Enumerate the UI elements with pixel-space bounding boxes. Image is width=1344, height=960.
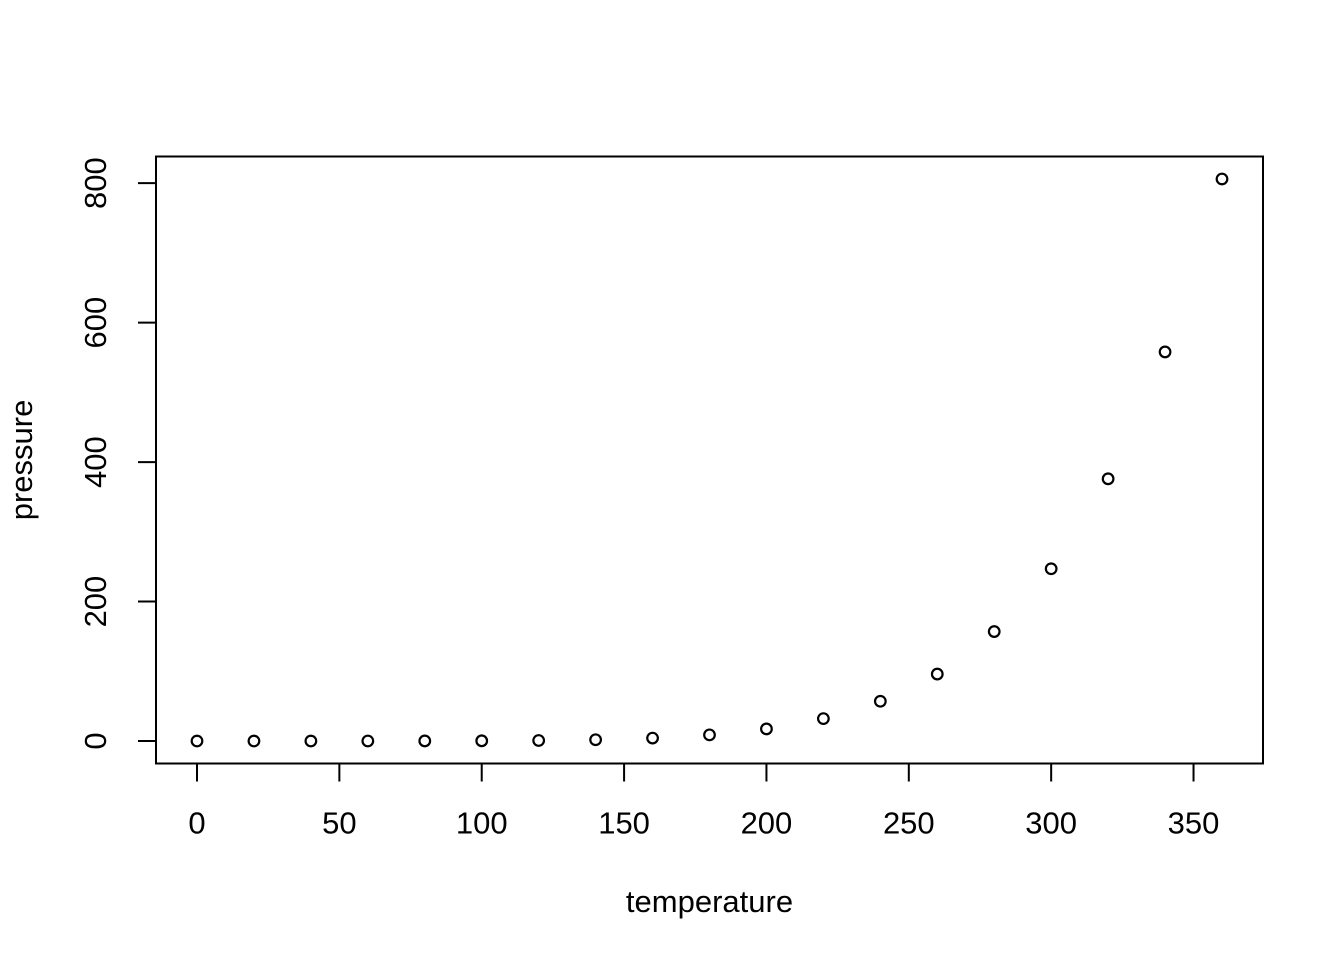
data-point [1044, 562, 1058, 576]
data-point [1158, 345, 1172, 359]
x-tick-label: 100 [456, 806, 508, 841]
y-tick-label: 600 [78, 297, 113, 349]
data-point [1215, 172, 1229, 186]
y-axis-label: pressure [4, 400, 39, 521]
x-tick-label: 150 [598, 806, 650, 841]
y-tick-label: 800 [78, 157, 113, 209]
data-point [873, 694, 887, 708]
x-tick-label: 50 [322, 806, 356, 841]
data-points [190, 172, 1229, 748]
y-axis: 0 200 400 600 800 [78, 157, 156, 750]
data-point [418, 734, 432, 748]
y-tick-label: 200 [78, 576, 113, 628]
data-point [816, 712, 830, 726]
data-point [1101, 472, 1115, 486]
data-point [475, 734, 489, 748]
data-point [703, 728, 716, 742]
y-tick-label: 400 [78, 436, 113, 488]
data-point [532, 734, 546, 747]
data-point [760, 722, 773, 736]
x-tick-label: 250 [883, 806, 935, 841]
data-point [589, 733, 603, 747]
data-point [190, 734, 204, 748]
plot-box [155, 155, 1264, 765]
data-point [987, 625, 1001, 638]
data-point [304, 734, 318, 748]
data-point [361, 734, 375, 748]
x-axis-label: temperature [626, 884, 793, 919]
x-tick-label: 300 [1025, 806, 1077, 841]
x-axis: 0 50 100 150 200 250 300 350 [188, 763, 1220, 841]
data-point [247, 734, 261, 748]
x-tick-label: 350 [1168, 806, 1220, 841]
data-point [930, 667, 944, 681]
y-tick-label: 0 [78, 732, 113, 749]
data-point [646, 731, 659, 745]
x-tick-label: 0 [188, 806, 205, 841]
x-tick-label: 200 [741, 806, 793, 841]
